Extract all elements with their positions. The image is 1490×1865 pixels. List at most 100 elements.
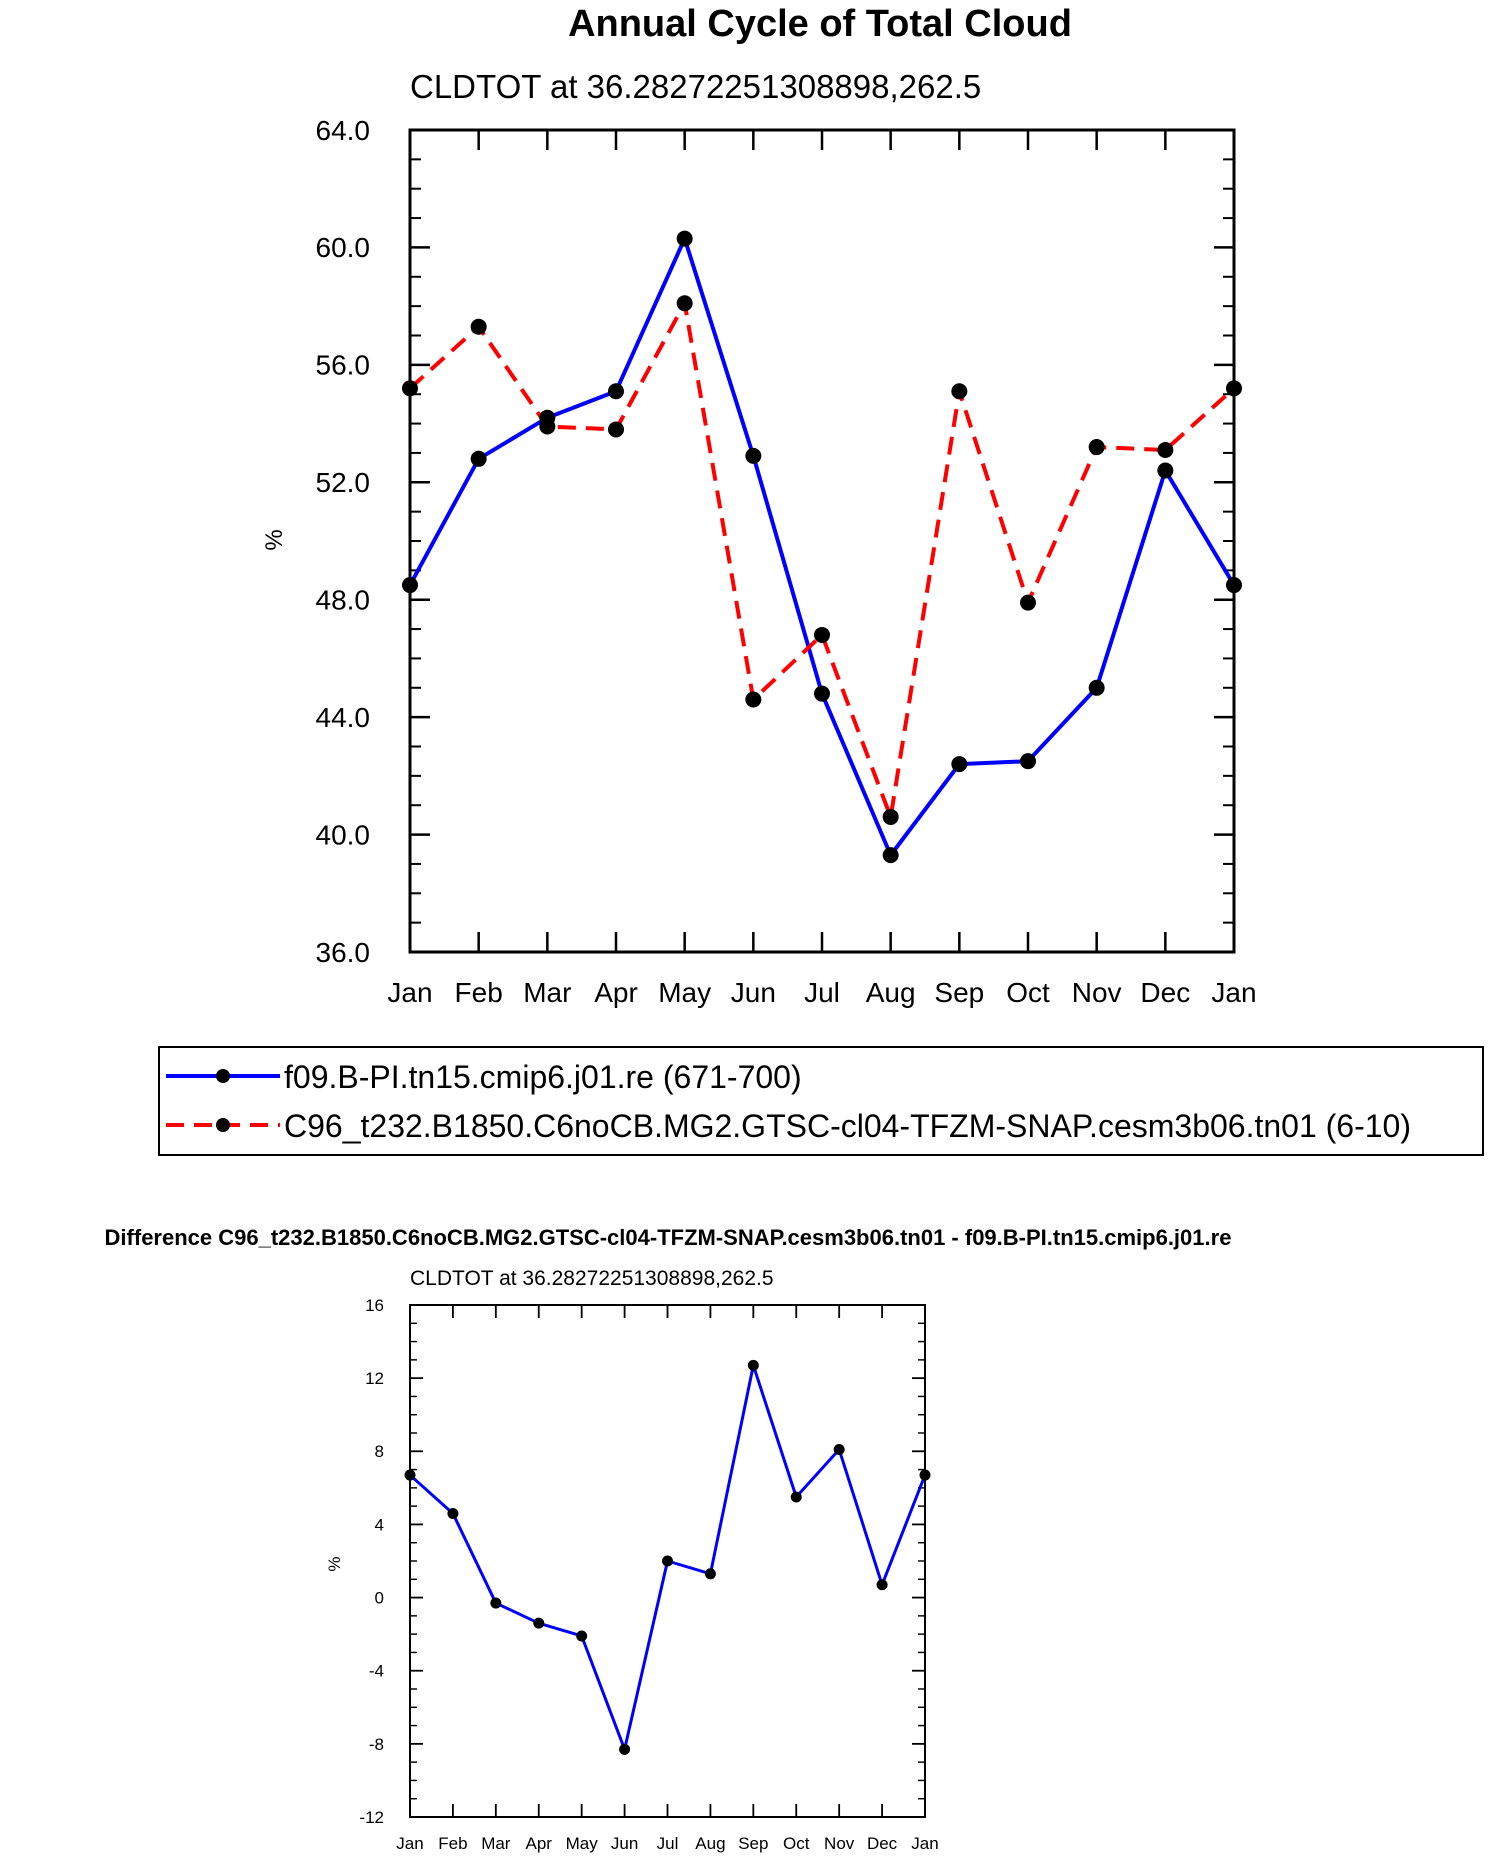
x-tick-label: Nov <box>824 1834 855 1853</box>
y-tick-label: 44.0 <box>316 702 371 733</box>
series-2-line <box>408 301 1236 819</box>
y-tick-label: 0 <box>375 1589 384 1608</box>
x-tick-label: Jul <box>804 977 840 1008</box>
series-1-point <box>747 1359 759 1371</box>
series-1-point <box>619 1743 631 1755</box>
x-tick-label: Jan <box>911 1834 938 1853</box>
top-chart-ticks <box>408 128 1236 954</box>
y-tick-label: 36.0 <box>316 937 371 968</box>
y-tick-label: 48.0 <box>316 585 371 616</box>
series-1-point <box>882 847 899 864</box>
series-1-point <box>790 1491 802 1503</box>
x-tick-label: Jan <box>387 977 432 1008</box>
x-tick-label: Sep <box>738 1834 768 1853</box>
series-1-point <box>447 1507 459 1519</box>
series-1-point <box>745 447 762 464</box>
legend-frame <box>158 1046 1484 1156</box>
series-1-point <box>404 1469 416 1481</box>
x-tick-label: Aug <box>695 1834 725 1853</box>
top-chart-series <box>402 230 1242 864</box>
y-tick-label: 8 <box>375 1442 384 1461</box>
x-tick-label: Mar <box>481 1834 511 1853</box>
series-1-point <box>833 1443 845 1455</box>
series-1-line <box>408 236 1236 858</box>
series-1-point <box>470 450 487 467</box>
y-tick-label: 56.0 <box>316 350 371 381</box>
x-tick-label: Apr <box>594 977 638 1008</box>
legend-label-series-1: f09.B-PI.tn15.cmip6.j01.re (671-700) <box>284 1059 802 1095</box>
y-tick-label: 16 <box>365 1296 384 1315</box>
series-2-point <box>402 380 418 397</box>
x-tick-label: Apr <box>526 1834 553 1853</box>
bottom-chart-y-tick-labels: -12 -8 -4 0 4 8 12 16 <box>359 1296 384 1827</box>
x-tick-label: Jun <box>611 1834 638 1853</box>
series-1-point <box>1088 679 1105 696</box>
series-1-point <box>576 1630 588 1642</box>
series-2-point <box>1226 380 1242 397</box>
y-tick-label: 40.0 <box>316 819 371 850</box>
series-1-point <box>533 1617 545 1629</box>
series-1-point <box>1157 462 1174 479</box>
x-tick-label: Oct <box>1006 977 1050 1008</box>
x-tick-label: Sep <box>934 977 984 1008</box>
bottom-chart-ticks <box>409 1304 926 1818</box>
series-1-point <box>1020 753 1036 770</box>
y-tick-label: 4 <box>375 1515 384 1534</box>
series-2-point <box>470 318 487 335</box>
x-tick-label: May <box>566 1834 599 1853</box>
top-chart-ylabel: % <box>261 529 288 550</box>
series-2-point <box>882 808 899 825</box>
series-2-point <box>951 383 968 400</box>
legend-marker-series-1 <box>216 1069 230 1083</box>
bottom-chart: Difference C96_t232.B1850.C6noCB.MG2.GTS… <box>105 1225 1232 1853</box>
series-2-point <box>814 626 830 643</box>
x-tick-label: Nov <box>1072 977 1122 1008</box>
top-chart-plot-frame <box>408 128 1236 954</box>
bottom-chart-series <box>404 1359 931 1755</box>
y-tick-label: -8 <box>369 1735 384 1754</box>
series-1-point <box>402 577 418 594</box>
series-1-point <box>608 383 624 400</box>
x-tick-label: Jan <box>1211 977 1256 1008</box>
series-1-point <box>662 1555 673 1567</box>
top-chart-y-tick-labels: 36.0 40.0 44.0 48.0 52.0 56.0 60.0 64.0 <box>316 115 371 968</box>
bottom-chart-x-tick-labels: Jan Feb Mar Apr May Jun Jul Aug Sep Oct Nov Dec Jan <box>396 1834 938 1853</box>
top-chart-title: Annual Cycle of Total Cloud <box>568 3 1072 45</box>
series-1-point <box>919 1469 931 1481</box>
series-2-point <box>1157 441 1174 458</box>
x-tick-label: Aug <box>866 977 916 1008</box>
x-tick-label: Feb <box>438 1834 467 1853</box>
series-2-point <box>1088 439 1105 456</box>
series-1-point <box>490 1597 502 1609</box>
bottom-chart-ylabel: % <box>325 1556 344 1571</box>
series-1-point <box>676 230 693 247</box>
y-tick-label: 52.0 <box>316 467 371 498</box>
series-1-point <box>951 756 968 773</box>
top-chart-x-tick-labels: Jan Feb Mar Apr May Jun Jul Aug Sep Oct Nov Dec Jan <box>387 977 1256 1008</box>
x-tick-label: Jan <box>396 1834 423 1853</box>
series-2-point <box>539 418 556 435</box>
x-tick-label: Dec <box>867 1834 898 1853</box>
top-chart-legend: f09.B-PI.tn15.cmip6.j01.re (671-700) C96… <box>158 1046 1484 1156</box>
x-tick-label: Jul <box>657 1834 679 1853</box>
x-tick-label: Jun <box>731 977 776 1008</box>
y-tick-label: 60.0 <box>316 232 371 263</box>
series-2-point <box>676 295 693 312</box>
y-tick-label: 64.0 <box>316 115 371 146</box>
legend-label-series-2: C96_t232.B1850.C6noCB.MG2.GTSC-cl04-TFZM… <box>284 1108 1411 1144</box>
x-tick-label: Oct <box>783 1834 810 1853</box>
series-1-point <box>876 1579 888 1591</box>
y-tick-label: 12 <box>365 1369 384 1388</box>
series-1-point <box>1226 577 1242 594</box>
y-tick-label: -4 <box>369 1662 384 1681</box>
top-chart-subtitle: CLDTOT at 36.28272251308898,262.5 <box>410 68 981 105</box>
bottom-chart-subtitle: CLDTOT at 36.28272251308898,262.5 <box>410 1267 774 1290</box>
legend-marker-series-2 <box>216 1118 230 1132</box>
x-tick-label: May <box>658 977 711 1008</box>
series-1-point <box>814 685 830 702</box>
bottom-chart-title: Difference C96_t232.B1850.C6noCB.MG2.GTS… <box>105 1225 1232 1250</box>
y-tick-label: -12 <box>359 1808 384 1827</box>
x-tick-label: Mar <box>523 977 571 1008</box>
series-2-point <box>745 691 762 708</box>
